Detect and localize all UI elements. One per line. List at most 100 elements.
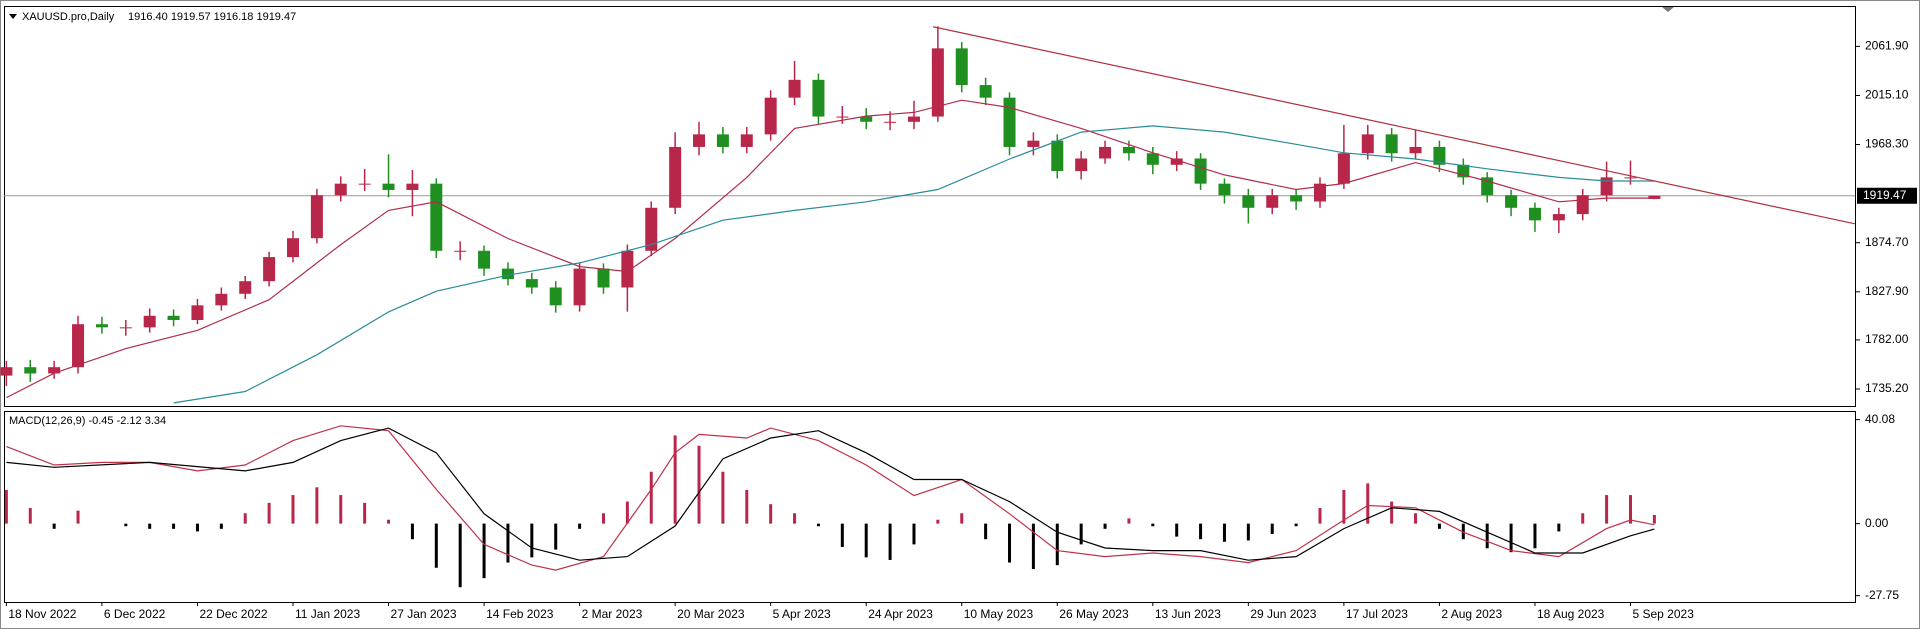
histogram-bar — [387, 519, 391, 524]
histogram-bar — [1294, 523, 1298, 527]
price-panel-frame — [4, 6, 1856, 407]
histogram-bar — [530, 523, 534, 558]
histogram-bar — [697, 445, 701, 524]
candle-body — [48, 367, 61, 374]
histogram-bar — [1270, 523, 1274, 535]
candle-body — [1099, 146, 1112, 159]
histogram-bar — [4, 489, 8, 524]
candle-body — [525, 279, 538, 288]
candle-body — [764, 97, 777, 135]
histogram-bar — [363, 502, 367, 524]
x-tick-label: 5 Apr 2023 — [773, 607, 831, 621]
histogram-bar — [1461, 523, 1465, 540]
y-tick-label: 1735.20 — [1865, 381, 1909, 395]
histogram-bar — [267, 502, 271, 524]
candle-body — [382, 183, 395, 190]
histogram-bar — [1103, 523, 1107, 529]
menu-arrow-icon[interactable] — [9, 14, 17, 19]
ohlc-values: 1916.40 1919.57 1916.18 1919.47 — [128, 11, 296, 23]
histogram-bar — [816, 523, 820, 527]
candle-body — [334, 183, 347, 196]
histogram-bar — [1628, 495, 1632, 524]
candle-body — [1146, 153, 1159, 165]
candle-body — [239, 281, 252, 294]
y-tick-label: 1827.90 — [1865, 284, 1909, 298]
candle-body — [1218, 183, 1231, 196]
candle-body — [95, 324, 108, 328]
histogram-bar — [243, 513, 247, 524]
histogram-bar — [1366, 483, 1370, 524]
candle-body — [1266, 195, 1279, 208]
histogram-bar — [1008, 523, 1012, 563]
candle-body — [358, 183, 371, 185]
candle-body — [788, 79, 801, 98]
candle-body — [1003, 97, 1016, 147]
histogram-bar — [124, 523, 128, 527]
x-tick-label: 6 Dec 2022 — [104, 607, 166, 621]
current-price-box — [1857, 187, 1917, 204]
histogram-bar — [291, 495, 295, 524]
indicator-line — [173, 125, 1655, 404]
candle-body — [1290, 195, 1303, 202]
candle-body — [310, 195, 323, 239]
candle-body — [143, 315, 156, 328]
histogram-bar — [482, 523, 486, 579]
histogram-bar — [769, 504, 773, 524]
candle-body — [645, 207, 658, 251]
histogram-bar — [960, 513, 964, 524]
candle-body — [72, 324, 85, 368]
candle-body — [406, 183, 419, 190]
y-tick-label: 1874.70 — [1865, 235, 1909, 249]
x-tick-label: 24 Apr 2023 — [868, 607, 933, 621]
histogram-bar — [1485, 523, 1489, 549]
histogram-bar — [1509, 523, 1513, 553]
candle-body — [1337, 153, 1350, 184]
candle-body — [1242, 195, 1255, 208]
indicator-line — [6, 427, 1655, 561]
histogram-bar — [1246, 523, 1250, 541]
histogram-bar — [745, 489, 749, 524]
histogram-bar — [172, 523, 176, 529]
histogram-bar — [936, 519, 940, 524]
histogram-bar — [625, 501, 629, 524]
candle-body — [454, 250, 467, 252]
histogram-bar — [554, 523, 558, 550]
histogram-bar — [148, 523, 152, 529]
macd-panel-frame — [4, 411, 1856, 603]
candle-body — [884, 121, 897, 123]
histogram-bar — [673, 435, 677, 524]
candle-body — [167, 315, 180, 321]
histogram-bar — [1318, 508, 1322, 524]
histogram-bar — [1127, 518, 1131, 524]
x-tick-label: 18 Nov 2022 — [8, 607, 76, 621]
candle-body — [286, 238, 299, 258]
candle-body — [1648, 195, 1661, 199]
histogram-bar — [195, 523, 199, 532]
x-tick-label: 2 Aug 2023 — [1441, 607, 1502, 621]
candle-body — [979, 85, 992, 98]
y-tick-label: 0.00 — [1865, 516, 1889, 530]
x-tick-label: 29 Jun 2023 — [1250, 607, 1316, 621]
y-tick-label: 1968.30 — [1865, 137, 1909, 151]
candle-body — [693, 134, 706, 147]
histogram-bar — [1342, 489, 1346, 524]
histogram-bar — [52, 523, 56, 529]
histogram-bar — [315, 487, 319, 524]
candle-body — [597, 268, 610, 288]
histogram-bar — [1581, 513, 1585, 524]
candle-body — [119, 327, 132, 329]
candle-body — [1122, 146, 1135, 154]
candle-body — [1552, 214, 1565, 221]
histogram-bar — [601, 513, 605, 524]
indicator-line — [6, 425, 1655, 571]
candle-body — [669, 146, 682, 208]
candle-body — [907, 116, 920, 122]
histogram-bar — [984, 523, 988, 540]
chart-title: XAUUSD.pro,Daily — [22, 11, 115, 23]
candle-body — [621, 250, 634, 288]
histogram-bar — [506, 523, 510, 563]
histogram-bar — [1557, 523, 1561, 532]
candle-body — [1027, 140, 1040, 147]
x-tick-label: 5 Sep 2023 — [1632, 607, 1694, 621]
